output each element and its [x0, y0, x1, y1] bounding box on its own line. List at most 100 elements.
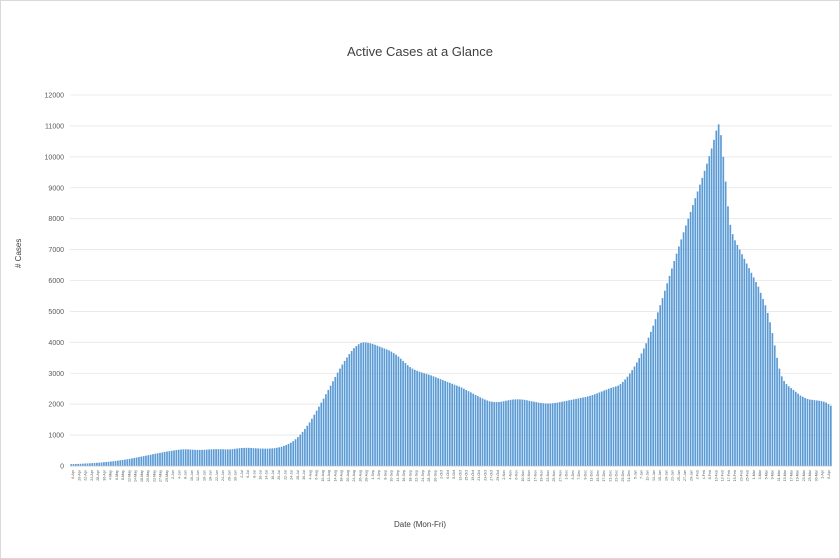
x-tick-label: 25-Nov	[552, 470, 556, 482]
x-tick-label: 28-Aug	[365, 470, 369, 482]
y-tick-label: 3000	[48, 371, 64, 378]
bar	[766, 312, 769, 466]
bar	[558, 402, 561, 466]
x-tick-label: 23-Feb	[739, 470, 743, 481]
bar	[182, 449, 185, 466]
y-tick-label: 0	[60, 464, 64, 471]
bar	[607, 388, 610, 466]
x-tick-label: 1-Dec	[565, 470, 569, 480]
bar	[261, 448, 264, 466]
x-tick-label: 27-Oct	[490, 470, 494, 481]
y-tick-label: 7000	[48, 247, 64, 254]
bar	[357, 344, 360, 466]
x-tick-label: 10-Feb	[714, 470, 718, 481]
bar	[713, 139, 715, 466]
bar	[264, 448, 267, 466]
bar	[313, 414, 316, 466]
bar	[808, 399, 811, 466]
bar	[778, 368, 781, 466]
bar	[198, 449, 201, 466]
bar	[91, 463, 94, 466]
x-tick-label: 7-Jan	[640, 470, 644, 479]
x-tick-label: 14-Aug	[333, 470, 337, 482]
bar	[694, 198, 697, 467]
bar	[173, 450, 175, 466]
x-tick-label: 8-Feb	[708, 470, 712, 479]
bar	[226, 449, 229, 466]
bar	[107, 461, 110, 466]
bar	[724, 181, 727, 467]
bar	[212, 449, 215, 466]
bar	[131, 458, 133, 466]
bar	[661, 298, 664, 466]
bar	[773, 345, 776, 466]
bar	[579, 397, 582, 466]
bar	[488, 401, 491, 466]
x-tick-label: 15-Mar	[783, 469, 787, 481]
bar	[145, 455, 147, 466]
bar	[696, 191, 699, 466]
bar	[650, 331, 652, 466]
bar	[320, 402, 323, 466]
bar	[467, 391, 470, 466]
bar	[110, 461, 112, 466]
bar	[612, 387, 615, 466]
bar	[654, 319, 657, 466]
bar	[194, 449, 196, 466]
bar	[526, 400, 528, 466]
bar	[465, 389, 468, 466]
bar	[219, 449, 222, 466]
bar	[680, 239, 683, 466]
x-tick-label: 25-Jan	[677, 470, 681, 481]
bar	[448, 382, 451, 466]
bar	[722, 156, 725, 467]
bar	[332, 381, 334, 466]
bar	[675, 253, 678, 466]
bar	[456, 385, 458, 466]
bar	[381, 347, 383, 466]
bar	[668, 275, 671, 466]
bar	[671, 268, 673, 466]
bar	[128, 458, 131, 466]
bar	[434, 377, 437, 466]
bar	[818, 400, 820, 466]
bar	[353, 348, 355, 466]
bar	[519, 399, 521, 466]
x-tick-label: 1-Apr	[821, 469, 825, 479]
bar	[152, 454, 154, 466]
bar	[409, 367, 411, 466]
bar	[243, 447, 245, 466]
x-tick-label: 23-Dec	[615, 470, 619, 482]
bar	[413, 369, 416, 466]
x-tick-label: 30-Jul	[302, 470, 306, 480]
x-tick-label: 8-Oct	[452, 470, 456, 479]
x-tick-label: 25-Mar	[808, 469, 812, 481]
x-tick-label: 2-Feb	[696, 470, 700, 479]
x-tick-label: 17-Feb	[727, 470, 731, 481]
bar	[477, 396, 479, 466]
bar	[614, 386, 617, 466]
bar	[673, 261, 676, 466]
bar	[657, 312, 659, 466]
bar	[687, 218, 690, 466]
bar	[727, 206, 729, 467]
bar	[582, 397, 584, 466]
bar	[252, 448, 255, 466]
bar	[432, 376, 435, 466]
bar	[378, 346, 381, 466]
bar	[666, 283, 669, 466]
bar	[325, 394, 327, 466]
bar	[247, 447, 250, 466]
bar	[752, 277, 755, 466]
bar	[133, 457, 136, 466]
x-tick-label: 19-Jan	[664, 470, 668, 481]
bar	[617, 385, 619, 466]
bar	[163, 451, 166, 466]
x-tick-label: 15-Oct	[465, 470, 469, 481]
bar	[706, 163, 708, 466]
bar	[297, 437, 299, 466]
x-tick-label: 6-Oct	[446, 470, 450, 479]
bar	[294, 439, 297, 466]
bar	[327, 389, 330, 466]
bar	[521, 399, 524, 466]
